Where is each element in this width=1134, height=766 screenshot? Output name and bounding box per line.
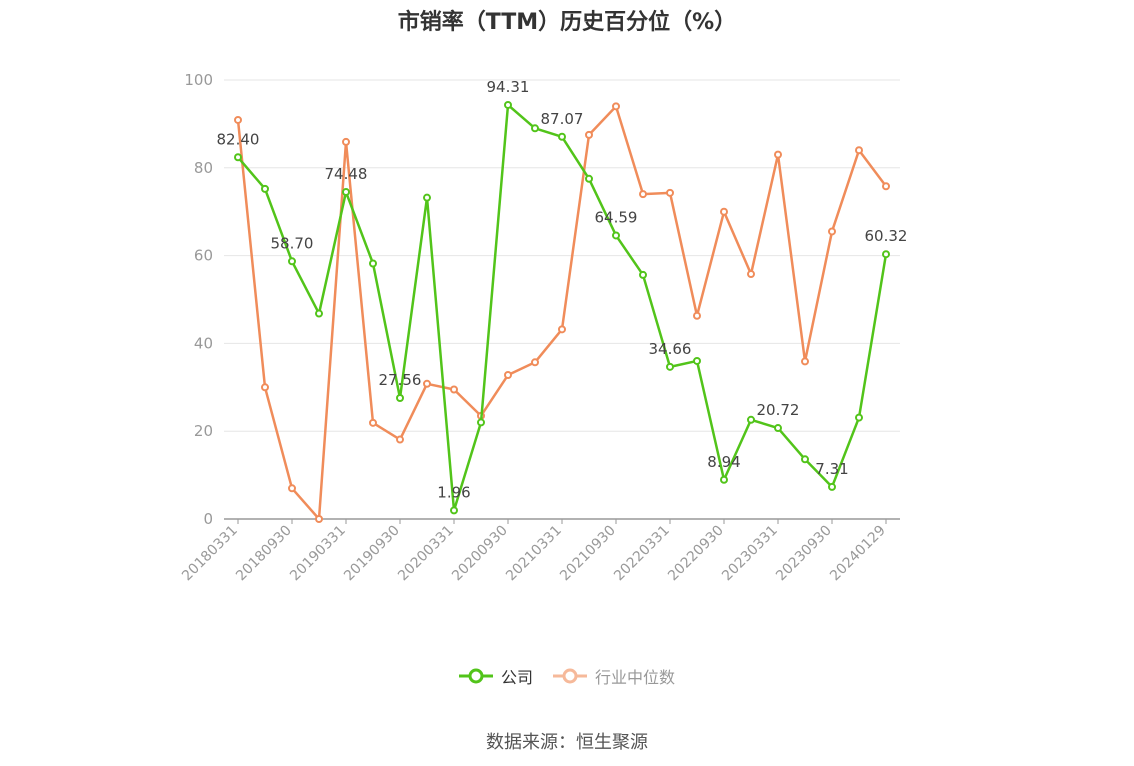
- data-point-industry: [720, 207, 728, 216]
- x-tick-label: 20180930: [233, 523, 295, 585]
- data-label-company: 87.07: [541, 110, 584, 128]
- data-point-industry: [423, 379, 431, 388]
- data-point-industry: [666, 188, 674, 197]
- legend: 公司 行业中位数: [0, 664, 1134, 688]
- data-point-company: [693, 356, 701, 365]
- data-point-industry: [234, 115, 242, 124]
- data-point-company: [315, 309, 323, 318]
- data-point-company: [612, 231, 620, 240]
- data-point-industry: [828, 227, 836, 236]
- data-point-company: [342, 188, 350, 197]
- data-label-company: 74.48: [325, 165, 368, 183]
- data-labels: 82.40 58.70 74.48 27.56 1.96 94.31 87.07 64.59 3…: [217, 78, 908, 501]
- data-point-company: [288, 257, 296, 266]
- data-point-industry: [261, 383, 269, 392]
- data-point-industry: [747, 270, 755, 279]
- data-label-company: 64.59: [595, 208, 638, 226]
- data-label-company: 82.40: [217, 130, 260, 148]
- y-tick-label: 0: [203, 510, 213, 528]
- legend-company-marker-icon: [458, 668, 493, 684]
- data-label-company: 20.72: [757, 401, 800, 419]
- data-point-industry: [801, 357, 809, 366]
- data-point-industry: [450, 385, 458, 394]
- data-point-company: [747, 415, 755, 424]
- y-tick-label: 100: [184, 71, 213, 89]
- data-point-industry: [288, 484, 296, 493]
- y-tick-label: 20: [194, 422, 213, 440]
- data-point-company: [585, 174, 593, 183]
- data-point-industry: [396, 435, 404, 444]
- x-tick-label: 20190331: [287, 523, 349, 585]
- data-label-company: 8.94: [707, 453, 740, 471]
- legend-item-industry[interactable]: 行业中位数: [553, 664, 675, 688]
- data-label-company: 34.66: [649, 340, 692, 358]
- data-point-company: [855, 413, 863, 422]
- y-tick-label: 60: [194, 247, 213, 265]
- data-point-industry: [882, 182, 890, 191]
- data-point-company: [720, 475, 728, 484]
- data-point-company: [774, 424, 782, 433]
- data-point-company: [558, 132, 566, 141]
- data-point-company: [639, 270, 647, 279]
- x-tick-label: 20210331: [503, 523, 565, 585]
- data-point-company: [396, 394, 404, 403]
- x-tick-label: 20210930: [557, 523, 619, 585]
- line-chart: 0 20 40 60 80 100 2018033120180930201903312019…: [179, 71, 908, 584]
- data-point-industry: [558, 325, 566, 334]
- data-label-company: 7.31: [815, 460, 848, 478]
- legend-industry-label: 行业中位数: [595, 668, 676, 687]
- data-point-company: [531, 124, 539, 133]
- data-label-company: 58.70: [271, 234, 314, 252]
- x-tick-label: 20240129: [827, 523, 889, 585]
- data-point-industry: [774, 150, 782, 159]
- data-label-company: 1.96: [437, 483, 470, 501]
- x-tick-label: 20220930: [665, 523, 727, 585]
- chart-title: 市销率（TTM）历史百分位（%）: [397, 10, 737, 35]
- data-label-company: 60.32: [865, 227, 908, 245]
- legend-item-company[interactable]: 公司: [458, 664, 533, 688]
- data-point-industry: [369, 418, 377, 427]
- series-lines: [234, 100, 890, 523]
- data-point-company: [450, 506, 458, 515]
- data-point-company: [477, 418, 485, 427]
- data-point-industry: [612, 102, 620, 111]
- data-point-industry: [693, 311, 701, 320]
- data-point-industry: [315, 515, 323, 523]
- data-point-industry: [342, 137, 350, 146]
- x-tick-label: 20230331: [719, 523, 781, 585]
- data-label-company: 94.31: [487, 78, 530, 96]
- data-point-industry: [585, 130, 593, 139]
- y-tick-label: 80: [194, 159, 213, 177]
- source-note: 数据来源：恒生聚源: [486, 732, 648, 753]
- x-tick-label: 20180331: [179, 523, 241, 585]
- x-tick-label: 20200930: [449, 523, 511, 585]
- axes: 0 20 40 60 80 100 2018033120180930201903312019…: [179, 71, 900, 584]
- y-tick-label: 40: [194, 334, 213, 352]
- data-label-company: 27.56: [379, 371, 422, 389]
- data-point-company: [801, 455, 809, 464]
- x-tick-label: 20230930: [773, 523, 835, 585]
- data-point-company: [882, 250, 890, 259]
- data-point-company: [666, 362, 674, 371]
- data-point-company: [504, 100, 512, 109]
- data-point-company: [234, 153, 242, 162]
- data-point-industry: [504, 371, 512, 380]
- x-tick-label: 20190930: [341, 523, 403, 585]
- data-point-industry: [531, 358, 539, 367]
- x-tick-label: 20200331: [395, 523, 457, 585]
- data-point-industry: [639, 190, 647, 199]
- data-point-company: [261, 184, 269, 193]
- grid-lines: [224, 79, 900, 432]
- data-point-company: [828, 482, 836, 491]
- legend-industry-marker-icon: [553, 668, 587, 684]
- legend-company-label: 公司: [500, 668, 533, 687]
- x-tick-label: 20220331: [611, 523, 673, 585]
- data-point-company: [423, 193, 431, 202]
- data-point-company: [369, 259, 377, 268]
- data-point-industry: [855, 146, 863, 155]
